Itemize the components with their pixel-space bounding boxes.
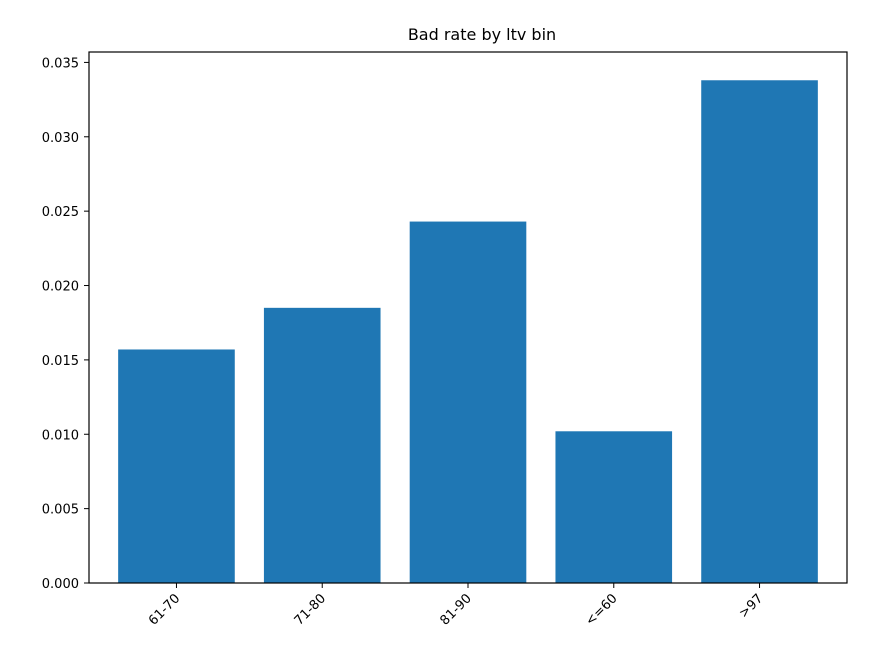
y-tick-label: 0.005: [42, 503, 79, 518]
y-tick-label: 0.020: [42, 280, 79, 295]
chart-title: Bad rate by ltv bin: [408, 25, 556, 44]
bar-71-80: [263, 307, 381, 583]
bars-group: [118, 80, 818, 584]
y-tick-label: 0.000: [42, 577, 79, 592]
bar-61-70: [118, 349, 235, 583]
bar-<=60: [555, 431, 673, 583]
y-tick-label: 0.015: [42, 354, 79, 369]
y-tick-label: 0.025: [42, 205, 79, 220]
y-tick-label: 0.010: [42, 428, 79, 443]
bar-81-90: [409, 221, 527, 583]
y-tick-label: 0.030: [42, 131, 79, 146]
bar->97: [701, 80, 818, 584]
y-tick-label: 0.035: [42, 56, 79, 71]
y-axis: 0.000 0.005 0.010 0.015 0.020 0.025 0.030 0.035: [42, 56, 89, 592]
plot-frame: [88, 51, 848, 584]
